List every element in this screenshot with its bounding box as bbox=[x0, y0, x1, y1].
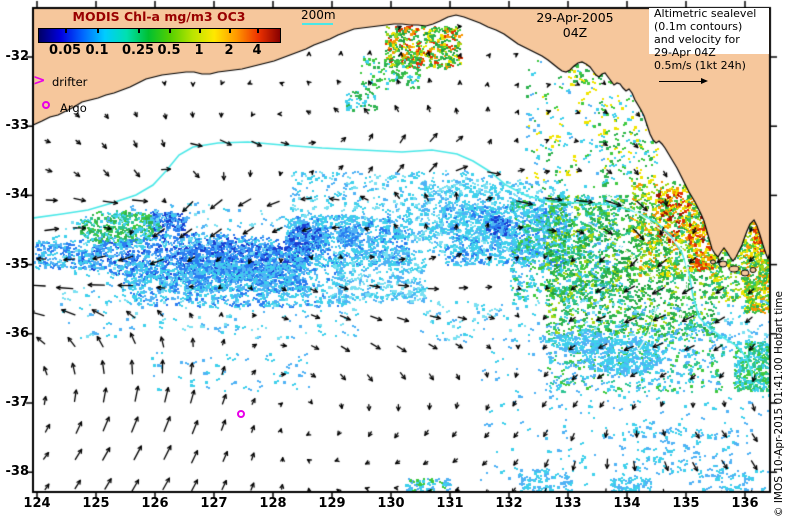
colorbar-tick bbox=[138, 29, 140, 33]
colorbar-tick-label: 2 bbox=[224, 43, 234, 58]
colorbar-tick-label: 1 bbox=[194, 43, 204, 58]
y-tick-label: -35 bbox=[5, 256, 30, 272]
time-line: 04Z bbox=[562, 25, 588, 40]
x-tick-label: 127 bbox=[200, 496, 228, 511]
info-line: Altimetric sealevel bbox=[654, 7, 757, 20]
y-tick-label: -37 bbox=[5, 395, 30, 410]
colorbar-tick bbox=[229, 29, 231, 33]
y-tick-label: -36 bbox=[5, 325, 30, 341]
date-line: 29-Apr-2005 bbox=[536, 10, 614, 25]
x-tick-label: 125 bbox=[82, 496, 110, 511]
colorbar-tick-label: 4 bbox=[252, 43, 262, 58]
info-line: (0.1m contours) bbox=[654, 19, 743, 33]
velocity-reference-arrow-icon bbox=[659, 78, 709, 85]
info-line: and velocity for bbox=[654, 32, 740, 46]
y-tick-label: -34 bbox=[5, 187, 30, 203]
colorbar-tick bbox=[257, 29, 259, 33]
date-annotation: 29-Apr-2005 04Z bbox=[518, 10, 632, 40]
x-tick-label: 133 bbox=[554, 496, 582, 511]
colorbar-title: MODIS Chl-a mg/m3 OC3 bbox=[72, 9, 246, 24]
x-tick-label: 126 bbox=[141, 496, 169, 511]
colorbar-gradient bbox=[38, 28, 281, 43]
x-tick-label: 131 bbox=[436, 496, 464, 511]
x-tick-label: 136 bbox=[731, 496, 759, 511]
copyright-note: © IMOS 10-Apr-2015 01:41:00 Hobart time bbox=[773, 291, 785, 517]
y-tick-label: -32 bbox=[5, 49, 30, 64]
drifter-label: drifter bbox=[52, 75, 88, 89]
info-line: 29-Apr 04Z bbox=[654, 45, 716, 59]
drifter-icon: > bbox=[33, 71, 46, 89]
info-line: 0.5m/s (1kt 24h) bbox=[654, 58, 746, 72]
argo-float-marker bbox=[236, 410, 245, 419]
x-tick-label: 132 bbox=[495, 496, 523, 511]
argo-icon bbox=[42, 101, 50, 109]
colorbar-tick-label: 0.25 bbox=[121, 43, 155, 58]
colorbar-tick-label: 0.1 bbox=[85, 43, 109, 58]
argo-label: Argo bbox=[60, 101, 87, 115]
x-tick-label: 128 bbox=[259, 496, 287, 511]
x-tick-label: 134 bbox=[613, 496, 641, 511]
altimetry-info-box: Altimetric sealevel (0.1m contours) and … bbox=[649, 7, 769, 85]
x-tick-label: 130 bbox=[377, 496, 405, 511]
x-tick-label: 124 bbox=[23, 496, 51, 511]
x-tick-label: 129 bbox=[318, 496, 346, 511]
colorbar-tick bbox=[199, 29, 201, 33]
isobath-label: 200m bbox=[301, 8, 336, 22]
y-tick-label: -33 bbox=[5, 118, 30, 134]
colorbar-tick-label: 0.05 bbox=[48, 43, 82, 58]
colorbar-tick bbox=[169, 29, 171, 33]
y-tick-label: -38 bbox=[5, 464, 30, 480]
x-tick-label: 135 bbox=[672, 496, 700, 511]
colorbar-tick-label: 0.5 bbox=[157, 43, 181, 58]
isobath-legend-line bbox=[302, 23, 333, 25]
colorbar-tick bbox=[65, 29, 67, 33]
colorbar-tick bbox=[97, 29, 99, 33]
info-box-background bbox=[649, 8, 769, 54]
